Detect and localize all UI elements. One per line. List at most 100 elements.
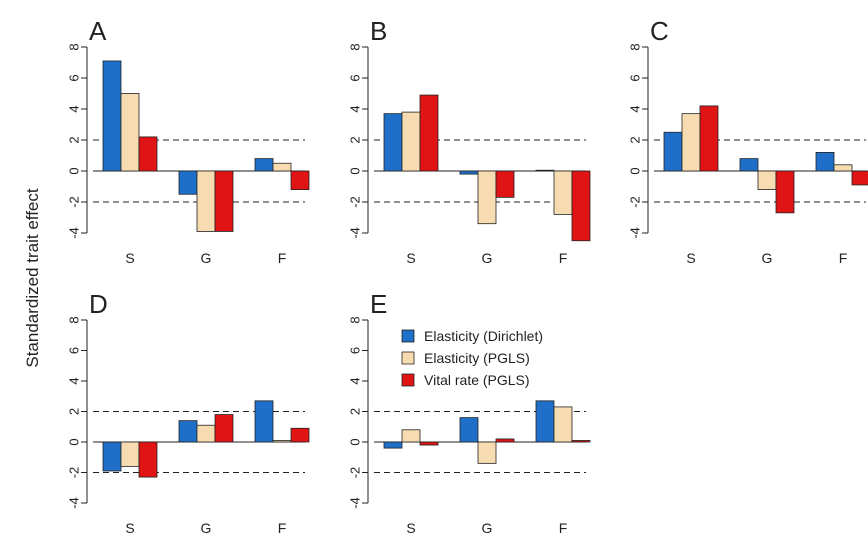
legend: Elasticity (Dirichlet) Elasticity (PGLS) V… <box>401 328 543 388</box>
bar <box>535 400 555 443</box>
y-tick-label: -4 <box>627 227 642 239</box>
y-tick-label: 6 <box>627 74 642 81</box>
legend-swatch <box>401 351 415 365</box>
x-category-label: G <box>201 520 212 536</box>
bar <box>459 170 479 175</box>
bar <box>739 158 759 172</box>
x-category-label: G <box>482 250 493 266</box>
y-tick-label: 4 <box>347 377 362 384</box>
bar <box>833 164 853 172</box>
y-tick-label: 2 <box>66 408 81 415</box>
y-tick-label: 2 <box>627 136 642 143</box>
bar <box>681 113 701 172</box>
panel-letter: B <box>370 16 387 46</box>
bar <box>178 170 198 195</box>
y-tick-label: 0 <box>347 167 362 174</box>
chart-panels: A -4 -2 0 2 4 6 8 S G F B -4 -2 0 2 4 6 8 S G F C -4 -2 0 2 4 6 8 S G F D… <box>66 16 868 536</box>
panel-letter: E <box>370 289 387 319</box>
bar <box>290 427 310 443</box>
y-tick-label: -4 <box>66 227 81 239</box>
bar <box>663 131 683 172</box>
bar <box>571 440 591 443</box>
y-tick-label: 8 <box>627 43 642 50</box>
y-tick-label: 8 <box>66 43 81 50</box>
bar <box>383 441 403 449</box>
y-axis-title: Standardized trait effect <box>23 188 42 368</box>
panel-letter: D <box>89 289 108 319</box>
legend-label: Elasticity (PGLS) <box>424 350 530 366</box>
bar <box>272 162 292 172</box>
legend-label: Vital rate (PGLS) <box>424 372 530 388</box>
bar <box>553 170 573 215</box>
panel-e: E -4 -2 0 2 4 6 8 S G F <box>347 289 591 536</box>
y-tick-label: -2 <box>66 467 81 479</box>
bar <box>254 158 274 172</box>
bar <box>272 440 292 443</box>
x-category-label: F <box>278 250 287 266</box>
y-tick-label: 2 <box>66 136 81 143</box>
y-tick-label: 0 <box>66 438 81 445</box>
bar <box>138 136 158 172</box>
panel-a: A -4 -2 0 2 4 6 8 S G F <box>66 16 310 266</box>
y-tick-label: 4 <box>627 105 642 112</box>
bar <box>851 170 868 186</box>
legend-swatch <box>401 329 415 343</box>
x-category-label: G <box>762 250 773 266</box>
y-tick-label: -2 <box>347 196 362 208</box>
legend-label: Elasticity (Dirichlet) <box>424 328 543 344</box>
y-tick-label: -2 <box>347 467 362 479</box>
x-category-label: G <box>482 520 493 536</box>
bar <box>401 111 421 172</box>
x-category-label: S <box>125 520 134 536</box>
x-category-label: F <box>839 250 848 266</box>
x-category-label: S <box>686 250 695 266</box>
y-tick-label: 0 <box>66 167 81 174</box>
bar <box>419 441 439 446</box>
y-tick-label: -4 <box>347 227 362 239</box>
bar <box>553 406 573 443</box>
bar <box>477 441 497 464</box>
y-tick-label: 0 <box>627 167 642 174</box>
y-tick-label: -4 <box>347 497 362 509</box>
bar <box>815 151 835 172</box>
y-tick-label: 4 <box>66 105 81 112</box>
y-tick-label: 8 <box>347 316 362 323</box>
y-tick-label: 6 <box>347 74 362 81</box>
y-tick-label: 2 <box>347 408 362 415</box>
y-tick-label: 2 <box>347 136 362 143</box>
y-tick-label: 6 <box>66 74 81 81</box>
legend-swatch <box>401 373 415 387</box>
panel-letter: A <box>89 16 107 46</box>
y-tick-label: 0 <box>347 438 362 445</box>
bar <box>138 441 158 478</box>
panel-d: D -4 -2 0 2 4 6 8 S G F <box>66 289 310 536</box>
bar <box>495 438 515 443</box>
bar <box>120 93 140 172</box>
bar <box>214 170 234 232</box>
panel-letter: C <box>650 16 669 46</box>
panel-c: C -4 -2 0 2 4 6 8 S G F <box>627 16 868 266</box>
bar <box>535 169 555 172</box>
bar <box>401 429 421 443</box>
bar <box>102 441 122 472</box>
bar <box>196 424 216 443</box>
bar <box>196 170 216 232</box>
bar <box>178 420 198 443</box>
x-category-label: F <box>278 520 287 536</box>
bar <box>254 400 274 443</box>
y-tick-label: -4 <box>66 497 81 509</box>
bar <box>419 94 439 172</box>
bar <box>102 60 122 172</box>
bar <box>214 414 234 443</box>
bar <box>383 113 403 172</box>
panel-b: B -4 -2 0 2 4 6 8 S G F <box>347 16 591 266</box>
bar <box>459 417 479 443</box>
bar <box>699 105 719 172</box>
x-category-label: F <box>559 520 568 536</box>
y-tick-label: 8 <box>66 316 81 323</box>
y-tick-label: -2 <box>66 196 81 208</box>
x-category-label: S <box>406 520 415 536</box>
bar <box>757 170 777 191</box>
x-category-label: G <box>201 250 212 266</box>
